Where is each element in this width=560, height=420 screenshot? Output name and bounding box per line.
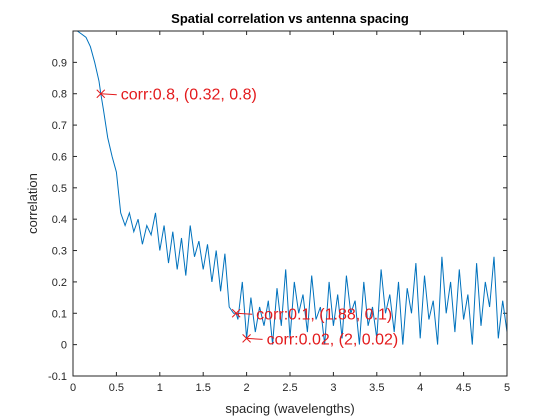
y-tick-label: 0.6 xyxy=(52,151,67,163)
y-tick-label: 0.8 xyxy=(52,89,67,101)
plot-area xyxy=(73,31,507,376)
x-tick-label: 2.5 xyxy=(282,382,297,394)
annotation-label: corr:0.02, (2, 0.02) xyxy=(267,331,399,348)
chart-title: Spatial correlation vs antenna spacing xyxy=(171,11,409,26)
x-tick-label: 3 xyxy=(330,382,336,394)
x-tick-label: 1.5 xyxy=(196,382,211,394)
y-tick-label: 0.2 xyxy=(52,277,67,289)
x-tick-label: 1 xyxy=(157,382,163,394)
y-tick-label: 0.5 xyxy=(52,183,67,195)
x-axis-label: spacing (wavelengths) xyxy=(225,401,354,416)
series-line xyxy=(73,30,508,345)
x-tick-label: 0 xyxy=(70,382,76,394)
x-tick-label: 5 xyxy=(504,382,510,394)
x-tick-label: 4 xyxy=(417,382,423,394)
annotation-leader xyxy=(236,312,253,315)
y-tick-label: 0.9 xyxy=(52,57,67,69)
plot-frame xyxy=(72,30,508,377)
y-tick-label: -0.1 xyxy=(48,371,67,383)
y-tick-label: 0.3 xyxy=(52,246,67,258)
annotation-label: corr:0.8, (0.32, 0.8) xyxy=(121,87,257,104)
y-tick-label: 0 xyxy=(61,340,67,352)
x-tick-label: 2 xyxy=(244,382,250,394)
annotation-leader xyxy=(246,337,263,340)
chart-marks: 0 0.5 1 1.5 2 2.5 3 3.5 4 4.5 5-0.100.10.20.30.40.… xyxy=(48,30,510,394)
annotation-leader xyxy=(100,93,117,96)
y-tick-label: 0.7 xyxy=(52,120,67,132)
annotation-label: corr:0.1, (1.88, 0.1) xyxy=(256,306,392,323)
x-tick-label: 0.5 xyxy=(109,382,124,394)
y-tick-label: 0.1 xyxy=(52,308,67,320)
x-tick-label: 4.5 xyxy=(456,382,471,394)
y-tick-label: 0.4 xyxy=(52,214,67,226)
y-axis-label: correlation xyxy=(25,173,40,234)
x-tick-label: 3.5 xyxy=(369,382,384,394)
